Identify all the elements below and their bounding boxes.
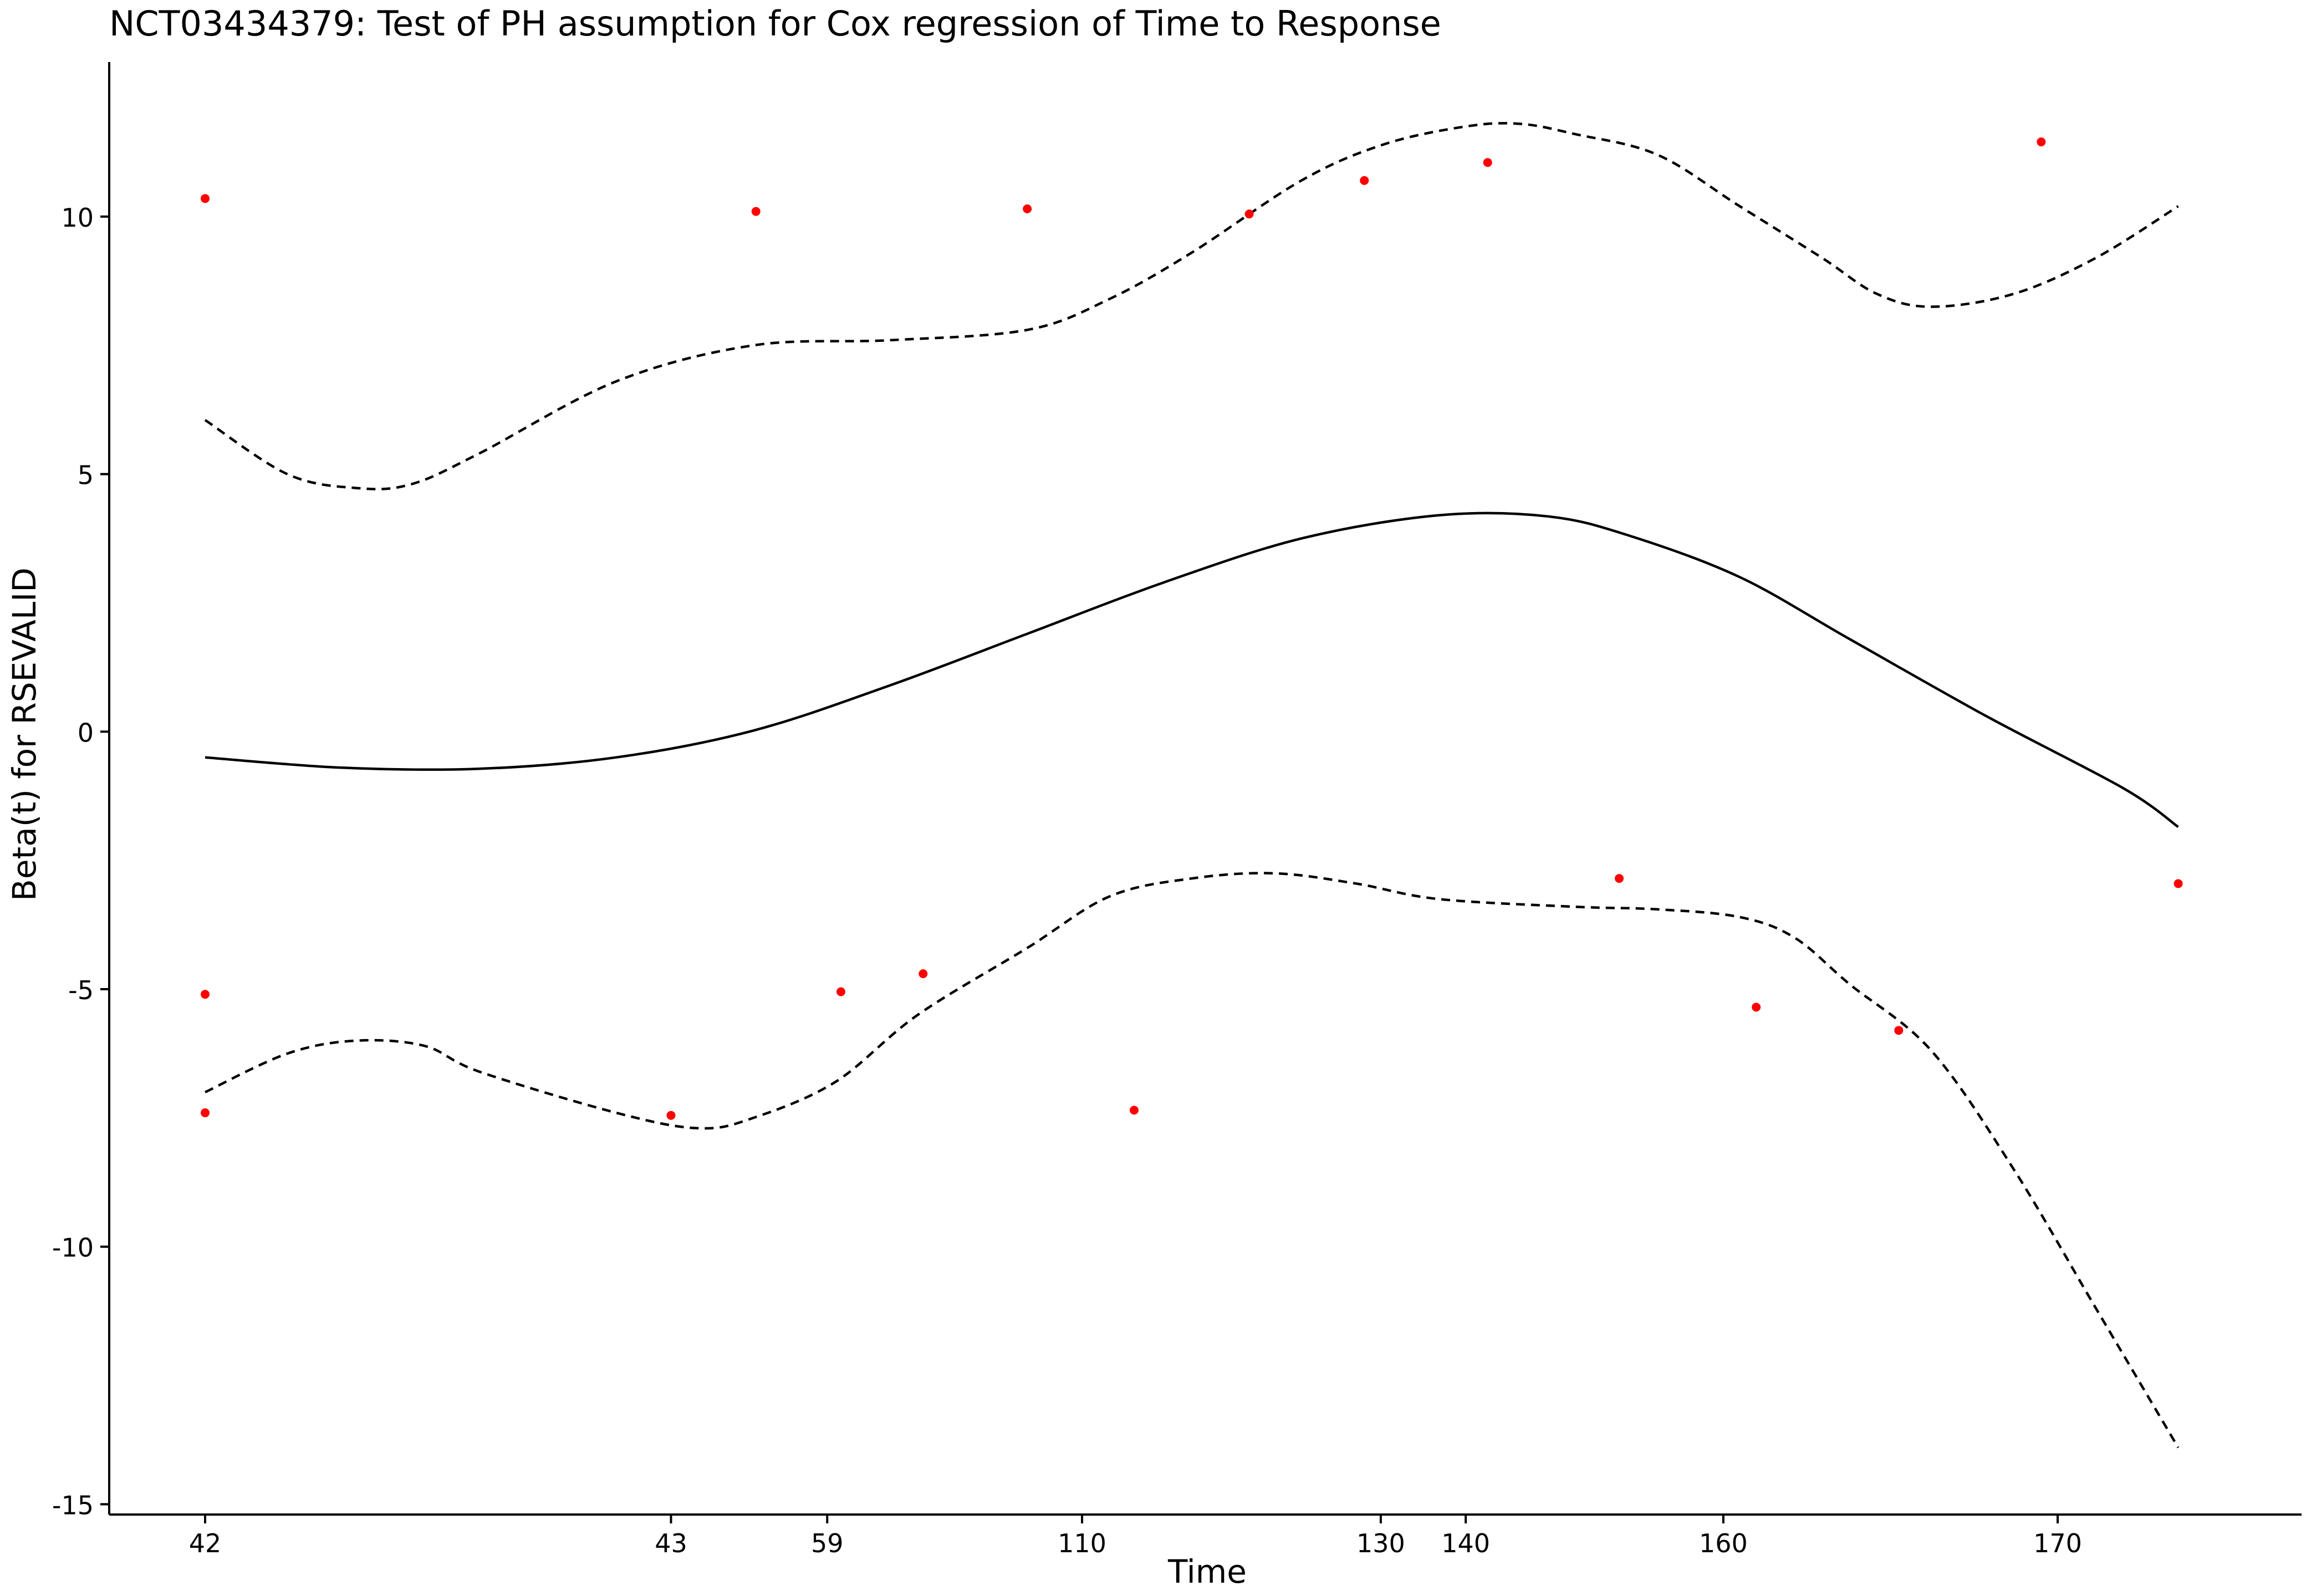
y-tick-label: 5 — [78, 461, 94, 490]
residual-point — [201, 1108, 210, 1118]
x-tick-label: 130 — [1356, 1528, 1405, 1558]
x-tick-label: 140 — [1441, 1528, 1490, 1558]
residual-point — [1894, 1026, 1904, 1035]
residual-point — [2174, 879, 2183, 888]
y-axis-label: Beta(t) for RSEVALID — [6, 567, 43, 901]
residual-point — [919, 969, 928, 979]
x-tick-label: 160 — [1699, 1528, 1748, 1558]
axes: 10 5 0 -5 -10 -15 42 43 59 110 130 140 160 170 — [52, 62, 2302, 1558]
upper-confidence-line — [204, 122, 2179, 490]
chart-title: NCT03434379: Test of PH assumption for C… — [109, 3, 1441, 44]
residual-point — [836, 987, 845, 996]
y-tick-label: 10 — [61, 203, 94, 233]
residual-point — [201, 990, 210, 999]
x-axis-label: Time — [1167, 1553, 1247, 1590]
x-tick-label: 42 — [189, 1528, 222, 1558]
residual-point — [2037, 137, 2046, 147]
x-tick-label: 170 — [2033, 1528, 2082, 1558]
y-tick-label: -10 — [52, 1233, 94, 1263]
residual-point — [1483, 158, 1492, 167]
y-tick-label: 0 — [78, 718, 94, 748]
beta-fit-line — [205, 511, 2179, 828]
residual-points — [201, 137, 2183, 1120]
residual-point — [1752, 1002, 1761, 1012]
lower-confidence-line — [205, 872, 2180, 1449]
series-lines — [204, 122, 2180, 1449]
residual-point — [1129, 1106, 1139, 1115]
x-tick-label: 110 — [1058, 1528, 1106, 1558]
x-tick-label: 43 — [655, 1528, 687, 1558]
y-tick-label: -5 — [68, 975, 94, 1005]
residual-point — [666, 1111, 676, 1120]
residual-point — [1615, 874, 1624, 883]
residual-point — [1360, 176, 1369, 185]
residual-point — [1244, 209, 1254, 219]
residual-point — [751, 207, 761, 216]
residual-point — [201, 194, 210, 203]
residual-point — [1023, 204, 1032, 213]
y-tick-label: -15 — [52, 1490, 94, 1520]
x-tick-label: 59 — [811, 1528, 844, 1558]
